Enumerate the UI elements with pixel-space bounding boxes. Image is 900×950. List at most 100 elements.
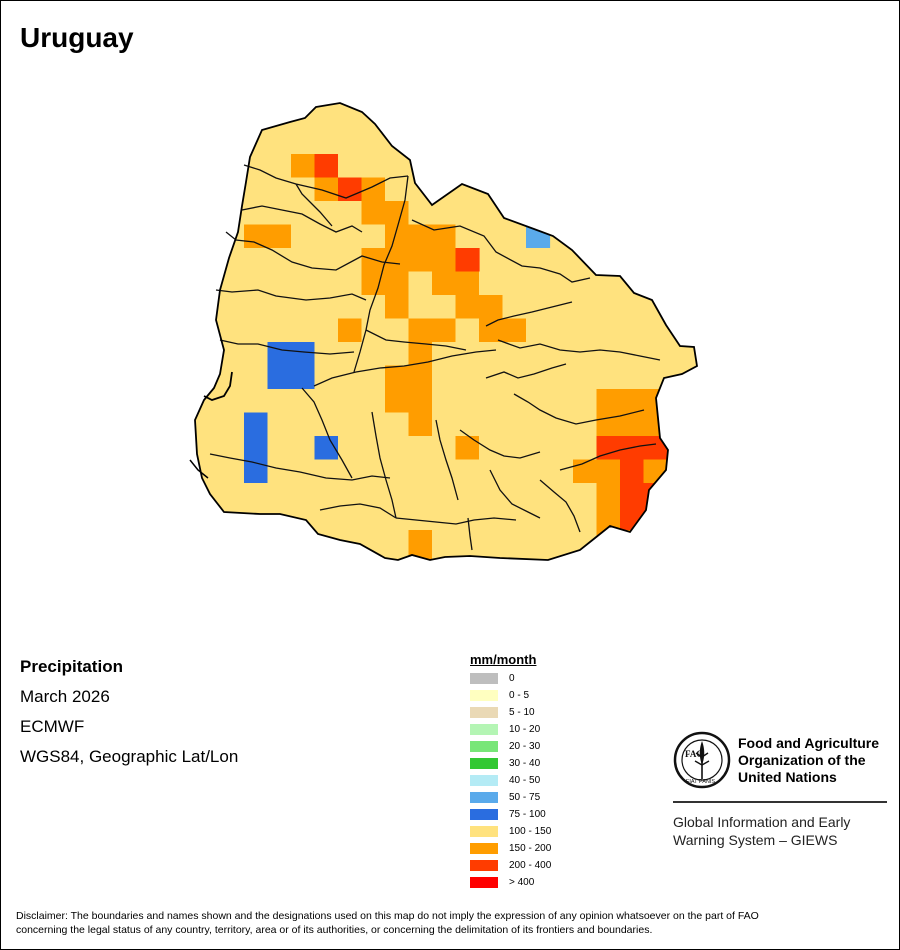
grid-cell bbox=[738, 483, 762, 507]
grid-cell bbox=[385, 154, 410, 179]
grid-cell bbox=[362, 624, 386, 640]
grid-cell bbox=[761, 389, 785, 413]
grid-cell bbox=[267, 553, 292, 560]
grid-cell bbox=[385, 318, 410, 343]
grid-cell bbox=[597, 624, 621, 640]
grid-cell bbox=[738, 577, 762, 601]
grid-cell bbox=[291, 224, 316, 249]
grid-cell bbox=[408, 530, 433, 555]
grid-cell bbox=[338, 154, 363, 179]
grid-cell bbox=[785, 624, 809, 640]
grid-cell bbox=[785, 601, 809, 625]
grid-cell bbox=[479, 483, 504, 508]
grid-cell bbox=[456, 624, 480, 640]
grid-cell bbox=[479, 342, 504, 367]
giews-line1: Global Information and Early bbox=[673, 814, 851, 830]
grid-cell bbox=[738, 554, 762, 578]
grid-cell bbox=[267, 530, 292, 555]
grid-cell bbox=[361, 201, 386, 226]
grid-cell bbox=[220, 506, 245, 531]
grid-cell bbox=[244, 601, 268, 625]
grid-cell bbox=[244, 389, 269, 414]
grid-cell bbox=[267, 201, 292, 226]
grid-cell bbox=[738, 530, 762, 554]
grid-cell bbox=[409, 601, 433, 625]
grid-cell bbox=[268, 577, 292, 601]
grid-cell bbox=[432, 248, 457, 273]
legend-item: 10 - 20 bbox=[470, 722, 540, 736]
grid-cell bbox=[432, 177, 457, 202]
grid-cell bbox=[385, 601, 409, 625]
grid-cell bbox=[408, 107, 433, 132]
grid-cell bbox=[502, 365, 527, 390]
grid-cell bbox=[667, 577, 691, 601]
grid-cell bbox=[267, 459, 292, 484]
grid-cell bbox=[456, 577, 480, 601]
legend-swatch bbox=[470, 774, 498, 786]
grid-cell bbox=[643, 530, 668, 555]
grid-cell bbox=[667, 412, 692, 437]
grid-cell bbox=[526, 271, 551, 296]
grid-cell bbox=[526, 201, 551, 226]
grid-cell bbox=[502, 271, 527, 296]
grid-cell bbox=[361, 130, 386, 155]
grid-cell bbox=[338, 577, 362, 601]
grid-cell bbox=[314, 506, 339, 531]
grid-cell bbox=[197, 530, 222, 555]
grid-cell bbox=[573, 342, 598, 367]
legend-item: 30 - 40 bbox=[470, 756, 540, 770]
grid-cell bbox=[455, 483, 480, 508]
grid-cell bbox=[221, 624, 245, 640]
grid-cell bbox=[408, 130, 433, 155]
grid-cell bbox=[526, 318, 551, 343]
grid-cell bbox=[643, 553, 668, 560]
variable-label: Precipitation bbox=[20, 657, 123, 676]
legend-item: 20 - 30 bbox=[470, 739, 540, 753]
grid-cell bbox=[549, 342, 574, 367]
grid-cell bbox=[761, 413, 785, 437]
grid-cell bbox=[408, 201, 433, 226]
grid-cell bbox=[550, 601, 574, 625]
grid-cell bbox=[244, 365, 269, 390]
grid-cell bbox=[432, 601, 456, 625]
legend-title: mm/month bbox=[470, 652, 537, 667]
grid-cell bbox=[244, 295, 269, 320]
grid-cell bbox=[502, 295, 527, 320]
grid-cell bbox=[761, 530, 785, 554]
grid-cell bbox=[597, 577, 621, 601]
grid-cell bbox=[197, 577, 221, 601]
grid-cell bbox=[385, 389, 410, 414]
grid-cell bbox=[244, 577, 268, 601]
grid-cell bbox=[432, 412, 457, 437]
grid-cell bbox=[455, 224, 480, 249]
grid-cell bbox=[714, 624, 738, 640]
grid-cell bbox=[526, 624, 550, 640]
grid-cell bbox=[314, 459, 339, 484]
legend-label: 50 - 75 bbox=[509, 791, 541, 803]
grid-cell bbox=[785, 436, 809, 460]
grid-cell bbox=[761, 554, 785, 578]
legend-swatch bbox=[470, 757, 498, 769]
fao-logo-icon: FAO FIAT PANIS bbox=[673, 731, 731, 789]
grid-cell bbox=[455, 459, 480, 484]
grid-cell bbox=[573, 365, 598, 390]
grid-cell bbox=[620, 624, 644, 640]
grid-cell bbox=[432, 201, 457, 226]
grid-cell bbox=[502, 530, 527, 555]
grid-cell bbox=[690, 389, 697, 414]
grid-cell bbox=[690, 436, 697, 461]
grid-cell bbox=[408, 295, 433, 320]
grid-cell bbox=[267, 295, 292, 320]
legend-swatch bbox=[470, 723, 498, 735]
grid-cell bbox=[432, 318, 457, 343]
grid-cell bbox=[291, 577, 315, 601]
grid-cell bbox=[549, 248, 574, 273]
grid-cell bbox=[596, 365, 621, 390]
org-divider bbox=[673, 801, 887, 803]
grid-cell bbox=[526, 483, 551, 508]
grid-cell bbox=[455, 271, 480, 296]
grid-cell bbox=[526, 248, 551, 273]
legend-swatch bbox=[470, 672, 498, 684]
grid-cell bbox=[596, 342, 621, 367]
grid-cell bbox=[667, 530, 692, 555]
